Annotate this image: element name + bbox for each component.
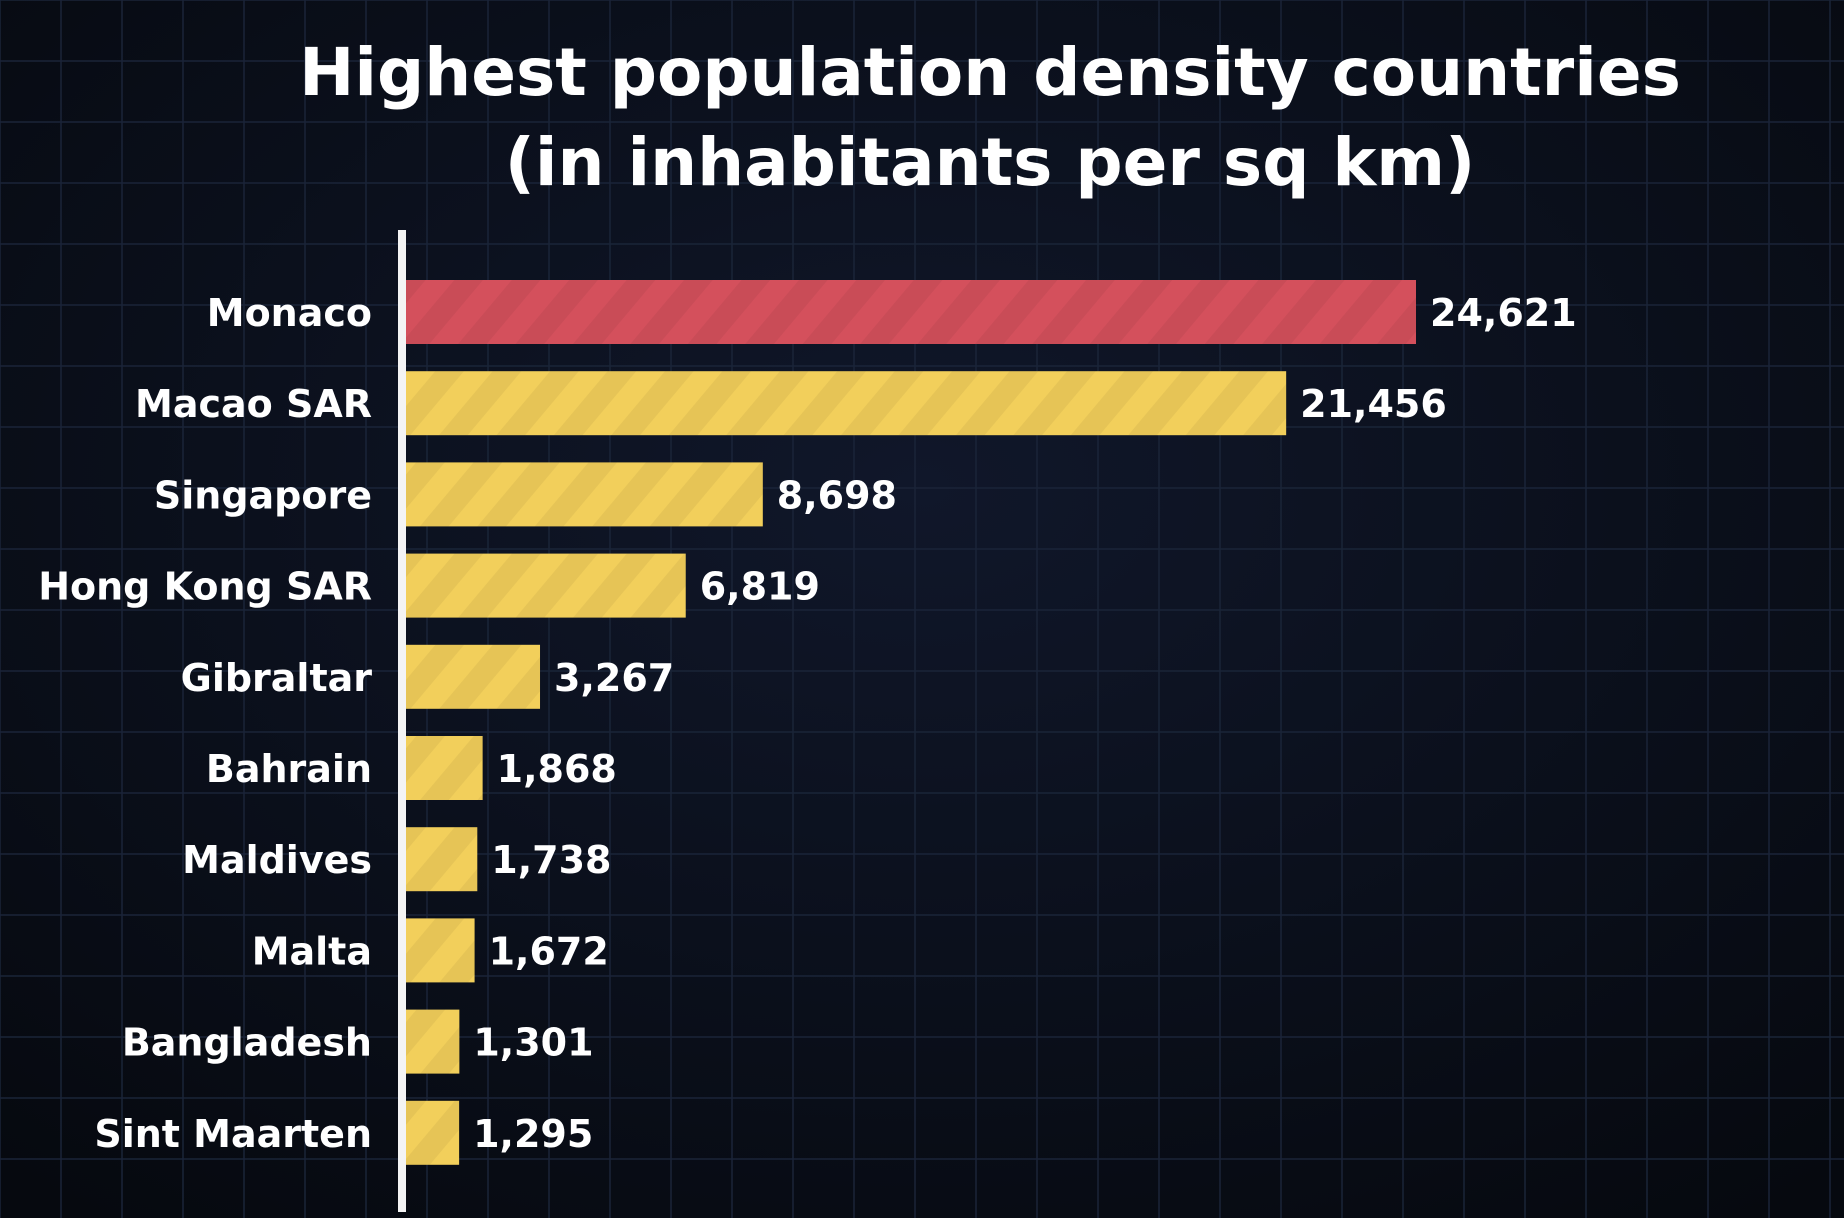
bar-stripes (406, 644, 541, 709)
category-label: Sint Maarten (94, 1112, 372, 1156)
category-label: Macao SAR (135, 382, 372, 426)
bars (406, 280, 1416, 1165)
value-label: 24,621 (1430, 291, 1577, 335)
bar-stripes (406, 280, 1416, 344)
chart-title-line-2: (in inhabitants per sq km) (505, 124, 1476, 201)
bar-stripes (406, 736, 483, 800)
chart-title: Highest population density countries (in… (299, 34, 1681, 201)
bar-stripes (406, 553, 686, 618)
category-labels: Monaco Macao SAR Singapore Hong Kong SAR Gib… (38, 291, 372, 1156)
bar-stripes (406, 1100, 460, 1165)
bar-stripes (406, 918, 475, 983)
category-label: Monaco (207, 291, 372, 335)
value-label: 3,267 (554, 656, 674, 700)
bar-stripes (406, 827, 478, 892)
category-label: Maldives (182, 838, 372, 882)
value-label: 21,456 (1300, 382, 1447, 426)
category-label: Hong Kong SAR (38, 565, 372, 609)
bar-stripes (406, 462, 763, 527)
value-label: 1,738 (491, 838, 611, 882)
category-label: Bangladesh (122, 1021, 372, 1065)
category-label: Bahrain (206, 747, 372, 791)
category-label: Singapore (154, 473, 372, 517)
value-label: 1,295 (473, 1112, 593, 1156)
category-label: Gibraltar (181, 656, 373, 700)
bar-stripes (406, 371, 1287, 436)
value-labels: 24,621 21,456 8,698 6,819 3,267 1,868 1,738 1,6… (473, 291, 1577, 1156)
value-label: 8,698 (777, 473, 897, 517)
category-label: Malta (252, 929, 372, 973)
value-label: 1,868 (497, 747, 617, 791)
chart-title-line-1: Highest population density countries (299, 34, 1681, 111)
value-label: 1,301 (473, 1021, 593, 1065)
value-label: 1,672 (489, 929, 609, 973)
bar-stripes (406, 1009, 460, 1074)
value-label: 6,819 (700, 565, 820, 609)
